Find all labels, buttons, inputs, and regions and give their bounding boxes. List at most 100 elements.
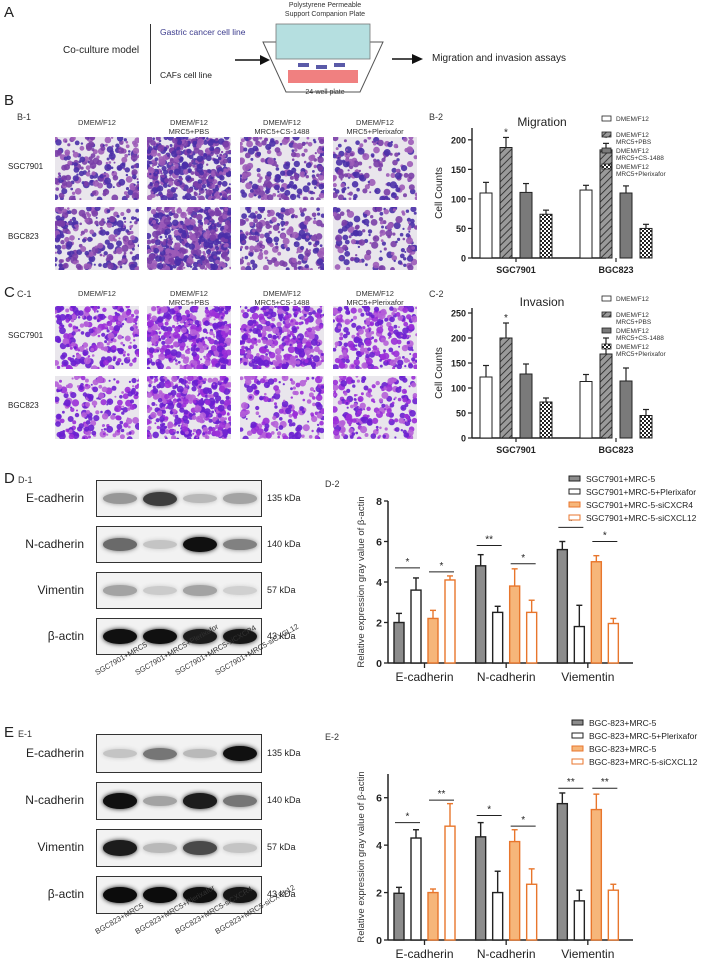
legend-label: BGC-823+MRC-5 [589,718,657,728]
panel-d-letter: D [4,470,15,487]
y-tick-label: 100 [451,384,466,394]
protein-band [223,538,257,551]
legend-label: SGC7901+MRC-5 [586,474,655,484]
legend-label: BGC-823+MRC-5 [589,744,657,754]
column-header-line1: DMEM/F12 [78,289,116,298]
protein-band [223,628,257,645]
protein-band [103,887,137,903]
bracket-divider [150,24,151,84]
protein-label: N-cadherin [25,536,84,551]
protein-band [143,586,177,595]
y-tick-label: 4 [376,577,382,589]
x-category-label: BGC823 [598,445,633,455]
plate-title-line2: Support Companion Plate [284,11,366,18]
bar [556,548,569,664]
legend-label: MRC5+PBS [616,139,652,146]
coculture-diagram [235,23,384,93]
legend-label: BGC-823+MRC-5+Plerixafor [589,731,697,741]
protein-label: E-cadherin [25,490,84,505]
migration-bar-chart: Migration Cell Counts 0 50 100 150 200 SGC7901 B… [434,115,667,275]
bar [573,900,586,941]
protein-band [183,793,217,809]
legend-label: SGC7901+MRC-5-siCXCL12 [586,513,697,523]
protein-band [183,585,217,596]
significance-marker: * [487,805,491,816]
column-header: DMEM/F12 MRC5+PBS [139,118,239,136]
chart-title: Migration [517,115,566,129]
legend-swatch [568,501,581,508]
protein-label: Vimentin [37,840,84,854]
y-tick-label: 2 [376,618,382,630]
column-header-line1: DMEM/F12 [356,118,394,127]
legend-label: DMEM/F12 [616,116,649,123]
micrograph-image [333,137,417,200]
protein-label: E-cadherin [25,745,84,760]
significance-marker: * [603,531,607,542]
x-category-label: SGC7901 [496,265,536,275]
y-tick-label: 2 [376,888,382,900]
panel-d1-label: D-1 [18,475,33,485]
micrograph-image [55,137,139,200]
invasion-bar-chart: Invasion Cell Counts 0 50 100 150 200 250 SGC790… [434,295,667,455]
bar [444,825,456,941]
column-header-line2: MRC5+CS-1488 [254,298,310,307]
bar [519,191,533,259]
protein-band [183,841,217,855]
panel-b1-label: B-1 [17,112,32,122]
legend-swatch [568,514,581,521]
protein-band [103,628,137,645]
coculture-model-label: Co-culture model [63,45,140,56]
significance-marker: * [569,516,573,527]
y-axis-label: Cell Counts [434,167,445,219]
significance-marker: ** [485,535,493,546]
protein-band [103,840,137,856]
y-tick-label: 250 [451,309,466,319]
x-category-label: N-cadherin [477,947,536,961]
column-header-line2: MRC5+PBS [168,298,210,307]
bar [573,625,586,664]
column-header: DMEM/F12 MRC5+CS-1488 [232,118,332,136]
24-well-plate-label: 24-well plate [305,89,345,96]
bar [410,589,422,664]
panel-b-letter: B [4,92,15,109]
x-category-label: E-cadherin [395,670,453,684]
bar [508,840,521,941]
molecular-weight-label: 43 kDa [267,889,296,899]
protein-band [143,843,177,853]
bar [619,380,633,439]
bar [427,891,439,941]
y-tick-label: 0 [376,658,382,670]
column-header: DMEM/F12 MRC5+Plerixafor [325,118,425,136]
blot-strip [96,526,262,563]
significance-marker: * [521,815,525,826]
significance-marker: * [604,328,608,339]
y-axis-label: Cell Counts [434,347,445,399]
panel-e2-label: E-2 [325,732,340,742]
y-tick-label: 6 [376,537,382,549]
legend-label: DMEM/F12 [616,328,649,335]
bar [579,381,593,439]
column-header: DMEM/F12 MRC5+Plerixafor [325,289,425,307]
y-tick-label: 0 [461,254,466,264]
bar [579,189,593,259]
y-tick-label: 200 [451,135,466,145]
significance-marker: ** [438,789,446,800]
gastric-cancer-label: Gastric cancer cell line [160,27,246,37]
significance-marker: * [440,561,444,572]
legend-label: DMEM/F12 [616,132,649,139]
panel-d2-label: D-2 [325,479,340,489]
protein-band [183,493,217,504]
bar [599,353,613,439]
protein-band [223,745,257,762]
protein-label: β-actin [47,887,84,901]
legend-swatch [601,295,612,302]
y-tick-label: 100 [451,194,466,204]
bar [590,808,603,941]
panel-a-letter: A [4,4,15,21]
protein-band [183,748,217,759]
y-tick-label: 150 [451,165,466,175]
bar [491,891,504,941]
legend-swatch [571,719,584,726]
protein-band [103,793,137,809]
bar [410,837,422,941]
